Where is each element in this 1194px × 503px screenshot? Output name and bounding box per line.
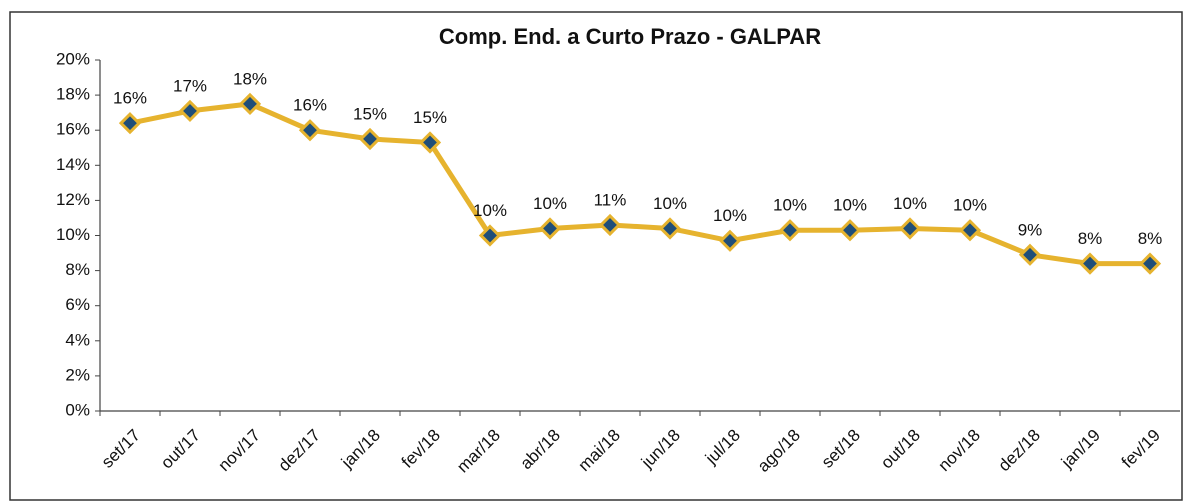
data-point — [538, 217, 562, 240]
data-point — [598, 213, 622, 237]
data-point — [418, 131, 442, 154]
data-point — [1078, 252, 1102, 275]
data-label: 8% — [1078, 229, 1103, 248]
data-label: 10% — [893, 194, 927, 213]
y-tick-label: 0% — [65, 400, 90, 419]
data-point — [898, 217, 922, 240]
y-tick-label: 20% — [56, 49, 90, 68]
data-point — [1018, 243, 1042, 266]
data-point — [298, 119, 322, 142]
data-label: 16% — [113, 89, 147, 108]
data-label: 16% — [293, 96, 327, 115]
data-point — [718, 229, 742, 252]
data-label: 11% — [594, 190, 627, 209]
data-label: 15% — [413, 108, 447, 127]
y-tick-label: 10% — [56, 225, 90, 244]
data-point — [658, 217, 682, 240]
y-tick-label: 2% — [65, 365, 90, 384]
data-label: 8% — [1138, 229, 1163, 248]
data-label: 10% — [653, 194, 687, 213]
data-label: 10% — [473, 201, 507, 220]
data-label: 10% — [533, 194, 567, 213]
data-label: 10% — [713, 206, 747, 225]
data-point — [118, 112, 142, 135]
y-tick-label: 14% — [56, 155, 90, 174]
data-point — [958, 219, 982, 242]
y-tick-label: 8% — [65, 260, 90, 279]
data-point — [358, 127, 382, 151]
data-point — [238, 92, 262, 115]
data-label: 15% — [353, 104, 387, 123]
data-point — [478, 224, 502, 247]
data-label: 10% — [773, 196, 807, 215]
series-line — [129, 101, 1150, 267]
data-point — [178, 99, 202, 123]
y-tick-label: 18% — [56, 85, 90, 104]
data-label: 10% — [833, 196, 867, 215]
y-tick-label: 12% — [56, 190, 90, 209]
data-point — [1138, 252, 1162, 275]
y-tick-label: 4% — [65, 330, 90, 349]
y-tick-label: 16% — [56, 120, 90, 139]
data-label: 9% — [1018, 220, 1043, 239]
chart-title: Comp. End. a Curto Prazo - GALPAR — [439, 24, 821, 49]
y-tick-label: 6% — [65, 295, 90, 314]
data-point — [838, 219, 862, 242]
data-label: 17% — [173, 76, 207, 95]
data-point — [778, 219, 802, 242]
data-label: 18% — [233, 69, 267, 88]
chart-frame — [9, 11, 1183, 501]
data-label: 10% — [953, 196, 987, 215]
